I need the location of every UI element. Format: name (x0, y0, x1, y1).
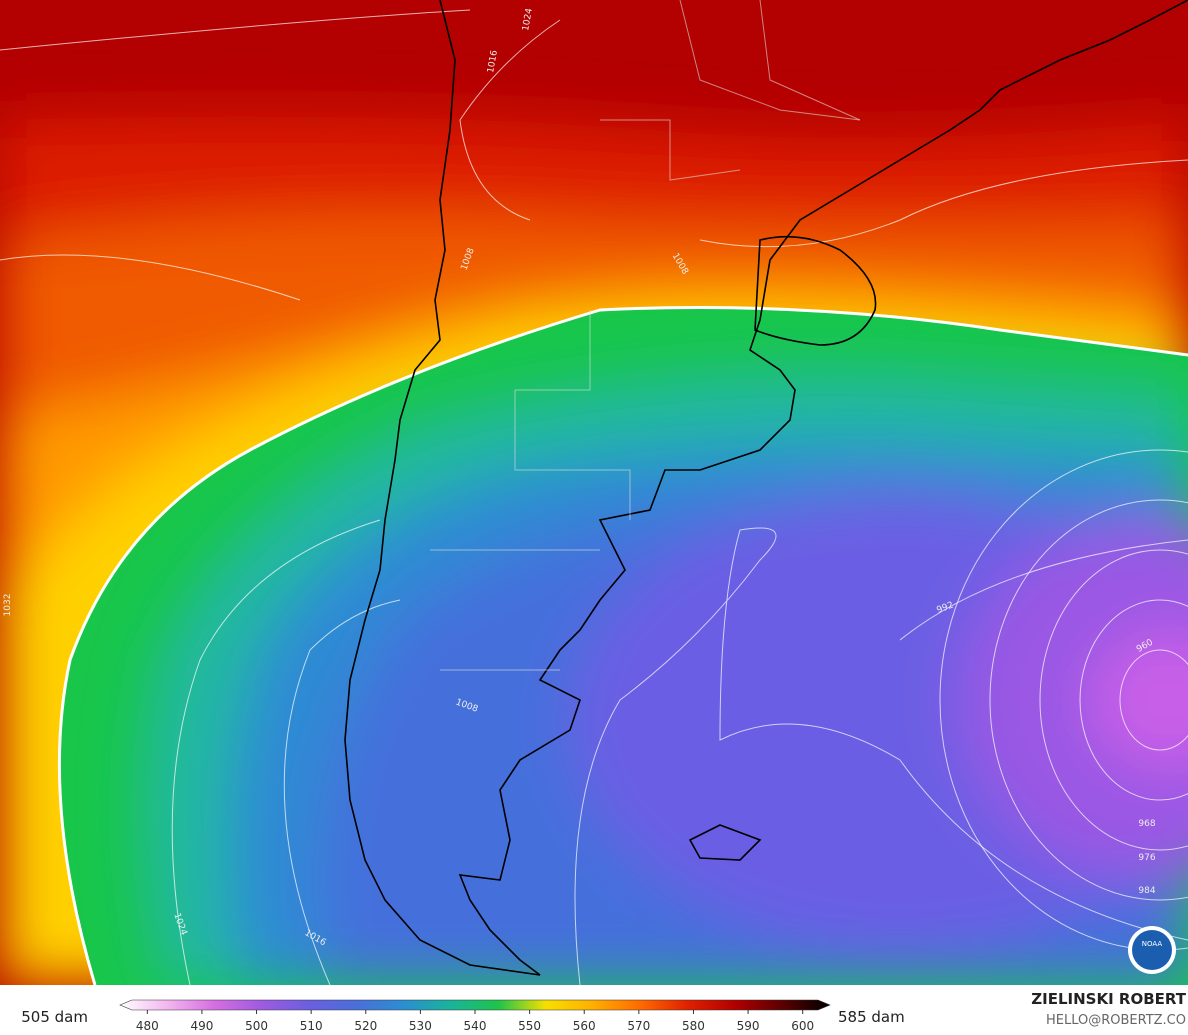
isobar-label: 1016 (486, 49, 500, 74)
colorbar-tick-label: 530 (409, 1019, 432, 1033)
colorbar-tick-label: 540 (464, 1019, 487, 1033)
isobar-label: 976 (1138, 853, 1155, 863)
colorbar-max-label: 585 dam (838, 1008, 905, 1026)
colorbar-tick-label: 580 (682, 1019, 705, 1033)
colorbar-min-label: 505 dam (21, 1008, 88, 1026)
colorbar-tick-label: 510 (300, 1019, 323, 1033)
isobar-label: 1024 (521, 7, 535, 32)
colorbar-tick-label: 600 (791, 1019, 814, 1033)
noaa-logo: NOAA (1128, 926, 1176, 974)
isobar-label: 984 (1138, 886, 1155, 896)
logo-text: NOAA (1142, 940, 1163, 948)
author: ZIELINSKI ROBERT (1031, 990, 1186, 1008)
isobar-label: 1032 (3, 594, 13, 617)
colorbar-tick-label: 550 (518, 1019, 541, 1033)
colorbar-tick-label: 500 (245, 1019, 268, 1033)
colorbar-tick-label: 490 (190, 1019, 213, 1033)
contact: HELLO@ROBERTZ.CO (1046, 1013, 1186, 1028)
colorbar-tick-label: 520 (354, 1019, 377, 1033)
colorbar-tick-label: 570 (627, 1019, 650, 1033)
isobar-label: 968 (1138, 819, 1155, 829)
field (0, 0, 1188, 985)
colorbar-tick-label: 480 (136, 1019, 159, 1033)
colorbar-tick-label: 560 (573, 1019, 596, 1033)
colorbar-bar (119, 999, 831, 1011)
colorbar-tick-label: 590 (737, 1019, 760, 1033)
colorbar: 480 490 500 510 520 530 540 550 560 570 580 590 600 (119, 999, 831, 1033)
